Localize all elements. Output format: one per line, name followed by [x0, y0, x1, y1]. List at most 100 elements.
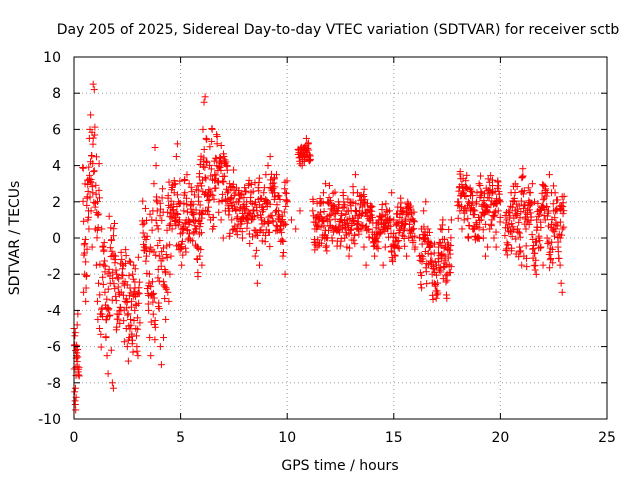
- data-point: [96, 194, 104, 202]
- data-point: [110, 252, 118, 260]
- data-point: [260, 184, 268, 192]
- data-point: [320, 222, 328, 230]
- data-point: [417, 280, 425, 288]
- data-point: [393, 238, 401, 246]
- data-point: [146, 210, 154, 218]
- data-point: [545, 171, 553, 179]
- data-point: [488, 189, 496, 197]
- data-point: [422, 268, 430, 276]
- data-point: [276, 195, 284, 203]
- data-point: [550, 182, 558, 190]
- data-point: [548, 238, 556, 246]
- data-point: [118, 255, 126, 263]
- data-point: [142, 257, 150, 265]
- data-point: [204, 196, 212, 204]
- data-point: [86, 171, 94, 179]
- data-point: [371, 252, 379, 260]
- data-point: [221, 172, 229, 180]
- data-point: [82, 297, 90, 305]
- data-point: [112, 297, 120, 305]
- data-point: [390, 244, 398, 252]
- data-point: [205, 211, 213, 219]
- data-point: [178, 243, 186, 251]
- data-point: [481, 252, 489, 260]
- data-point: [527, 213, 535, 221]
- data-point: [71, 341, 79, 349]
- data-point: [532, 270, 540, 278]
- data-point: [238, 228, 246, 236]
- data-point: [191, 228, 199, 236]
- data-point: [282, 189, 290, 197]
- data-point: [373, 234, 381, 242]
- data-point: [164, 288, 172, 296]
- data-point: [443, 276, 451, 284]
- data-point: [464, 215, 472, 223]
- data-point: [123, 343, 131, 351]
- data-point: [186, 230, 194, 238]
- data-point: [242, 187, 250, 195]
- data-point: [162, 284, 170, 292]
- y-tick-label: -4: [47, 303, 61, 319]
- data-point: [145, 306, 153, 314]
- data-point: [152, 162, 160, 170]
- data-point: [527, 209, 535, 217]
- data-point: [354, 218, 362, 226]
- data-point: [192, 206, 200, 214]
- data-point: [555, 254, 563, 262]
- data-point: [91, 131, 99, 139]
- data-point: [74, 353, 82, 361]
- data-point: [150, 180, 158, 188]
- data-point: [98, 225, 106, 233]
- data-point: [292, 225, 300, 233]
- x-tick-label: 5: [176, 430, 185, 446]
- data-point: [282, 202, 290, 210]
- data-point: [142, 236, 150, 244]
- data-point: [504, 241, 512, 249]
- data-point: [74, 310, 82, 318]
- data-point: [279, 237, 287, 245]
- data-point: [212, 184, 220, 192]
- data-point: [519, 172, 527, 180]
- data-point: [535, 210, 543, 218]
- data-point: [283, 197, 291, 205]
- data-point: [134, 314, 142, 322]
- data-point: [365, 233, 373, 241]
- data-point: [454, 202, 462, 210]
- data-point: [112, 266, 120, 274]
- data-point: [162, 315, 170, 323]
- data-point: [95, 279, 103, 287]
- data-point: [255, 261, 263, 269]
- data-point: [124, 311, 132, 319]
- data-point: [509, 223, 517, 231]
- data-point: [190, 191, 198, 199]
- data-point: [94, 315, 102, 323]
- data-point: [101, 262, 109, 270]
- data-point: [135, 299, 143, 307]
- data-point: [110, 225, 118, 233]
- data-point: [186, 218, 194, 226]
- data-point: [265, 228, 273, 236]
- data-point: [508, 203, 516, 211]
- data-point: [394, 219, 402, 227]
- data-point: [241, 184, 249, 192]
- y-tick-label: 0: [52, 231, 61, 247]
- data-point: [508, 220, 516, 228]
- data-point: [434, 279, 442, 287]
- data-point: [252, 246, 260, 254]
- data-point: [337, 216, 345, 224]
- data-point: [107, 224, 115, 232]
- data-point: [213, 133, 221, 141]
- data-point: [156, 237, 164, 245]
- data-point: [102, 316, 110, 324]
- data-point: [206, 187, 214, 195]
- data-point: [91, 123, 99, 131]
- data-point: [240, 194, 248, 202]
- data-point: [99, 280, 107, 288]
- data-point: [446, 269, 454, 277]
- data-point: [105, 212, 113, 220]
- data-point: [121, 260, 129, 268]
- data-point: [143, 216, 151, 224]
- data-point: [556, 261, 564, 269]
- data-point: [155, 252, 163, 260]
- data-point: [258, 237, 266, 245]
